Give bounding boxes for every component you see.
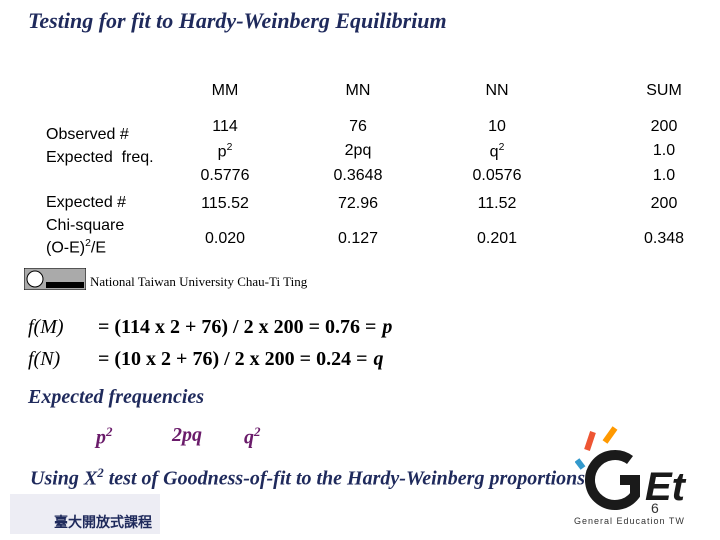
logo-stroke [584,431,596,451]
symbol: 2pq [344,142,372,159]
column-header: SUM [646,82,682,99]
cell: 0.0576 [472,167,522,184]
cell: 200 [650,118,678,135]
row-label: (O-E)2/E [46,238,106,257]
column-header: MM [211,82,239,99]
text: test of Goodness-of-fit to the Hardy-Wei… [108,467,586,490]
cell: 1.0 [652,167,676,184]
cell: 10 [488,118,506,135]
cell: 76 [349,118,367,135]
symbol: p [96,426,106,449]
cell: 0.127 [337,230,379,247]
variable: p [382,316,393,338]
column-header: NN [485,82,509,99]
cell: 200 [650,195,678,212]
logo-g [585,450,640,510]
variable: q [373,348,384,370]
ntu-logo-text: 臺大開放式課程 [54,515,152,531]
ntu-logo: 臺大開放式課程 [10,494,160,534]
cell: 0.020 [204,230,246,247]
cell: 0.3648 [333,167,383,184]
icon-bar [46,282,84,288]
formula-tail: /E [90,239,107,257]
logo-stroke [575,458,586,470]
title: Testing for fit to Hardy-Weinberg Equili… [28,8,447,33]
cell: q2 [437,142,557,161]
text: Using X [30,467,98,490]
superscript: 2 [226,142,233,153]
cell: 2pq [298,142,418,160]
superscript: 2 [97,465,104,480]
cell: 114 [212,118,238,135]
cell: 0.201 [476,230,518,247]
superscript: 2 [498,142,505,153]
cell: 0.5776 [200,167,250,184]
cell: p2 [165,142,285,161]
cell: 11.52 [477,195,517,212]
superscript: 2 [106,424,113,439]
formula: (O-E) [46,239,86,257]
superscript: 2 [254,424,261,439]
symbol: q [489,143,499,161]
get-logo-text: General Education TW [574,516,685,526]
logo-letters: Et [645,465,687,509]
cell: 1.0 [604,142,720,160]
equation-rhs: = (10 x 2 + 76) / 2 x 200 = 0.24 = q [98,348,383,371]
expression: = (10 x 2 + 76) / 2 x 200 = 0.24 = [98,348,368,370]
expected-symbol: p2 [96,424,113,450]
icon-circle [26,270,44,288]
column-header: MN [345,82,371,99]
cell: 72.96 [337,195,379,212]
expected-symbol: q2 [244,424,261,450]
equation-lhs: f(N) [28,348,61,370]
equation-lhs: f(M) [28,316,64,338]
logo-stroke [602,426,618,444]
equation-rhs: = (114 x 2 + 76) / 2 x 200 = 0.76 = p [98,316,392,339]
cell: 115.52 [201,195,249,212]
row-label: Expected freq. [46,149,154,166]
cc-icon [24,268,86,290]
row-label: Observed # [46,126,129,143]
test-text: Using X2 test of Goodness-of-fit to the … [30,460,590,492]
cell: 0.348 [643,230,685,247]
get-logo: Et [575,426,687,510]
row-label: Expected # [46,194,127,211]
expected-symbol: 2pq [172,424,202,447]
row-label: Chi-square [46,217,125,234]
credit: National Taiwan University Chau-Ti Ting [90,274,308,289]
symbol: 1.0 [652,142,676,159]
page-number: 6 [651,500,659,516]
symbol: 2pq [172,424,202,446]
symbol: p [217,143,227,161]
superscript: 2 [85,238,91,249]
symbol: q [244,426,254,449]
expression: = (114 x 2 + 76) / 2 x 200 = 0.76 = [98,316,377,338]
expected-heading: Expected frequencies [28,386,205,408]
